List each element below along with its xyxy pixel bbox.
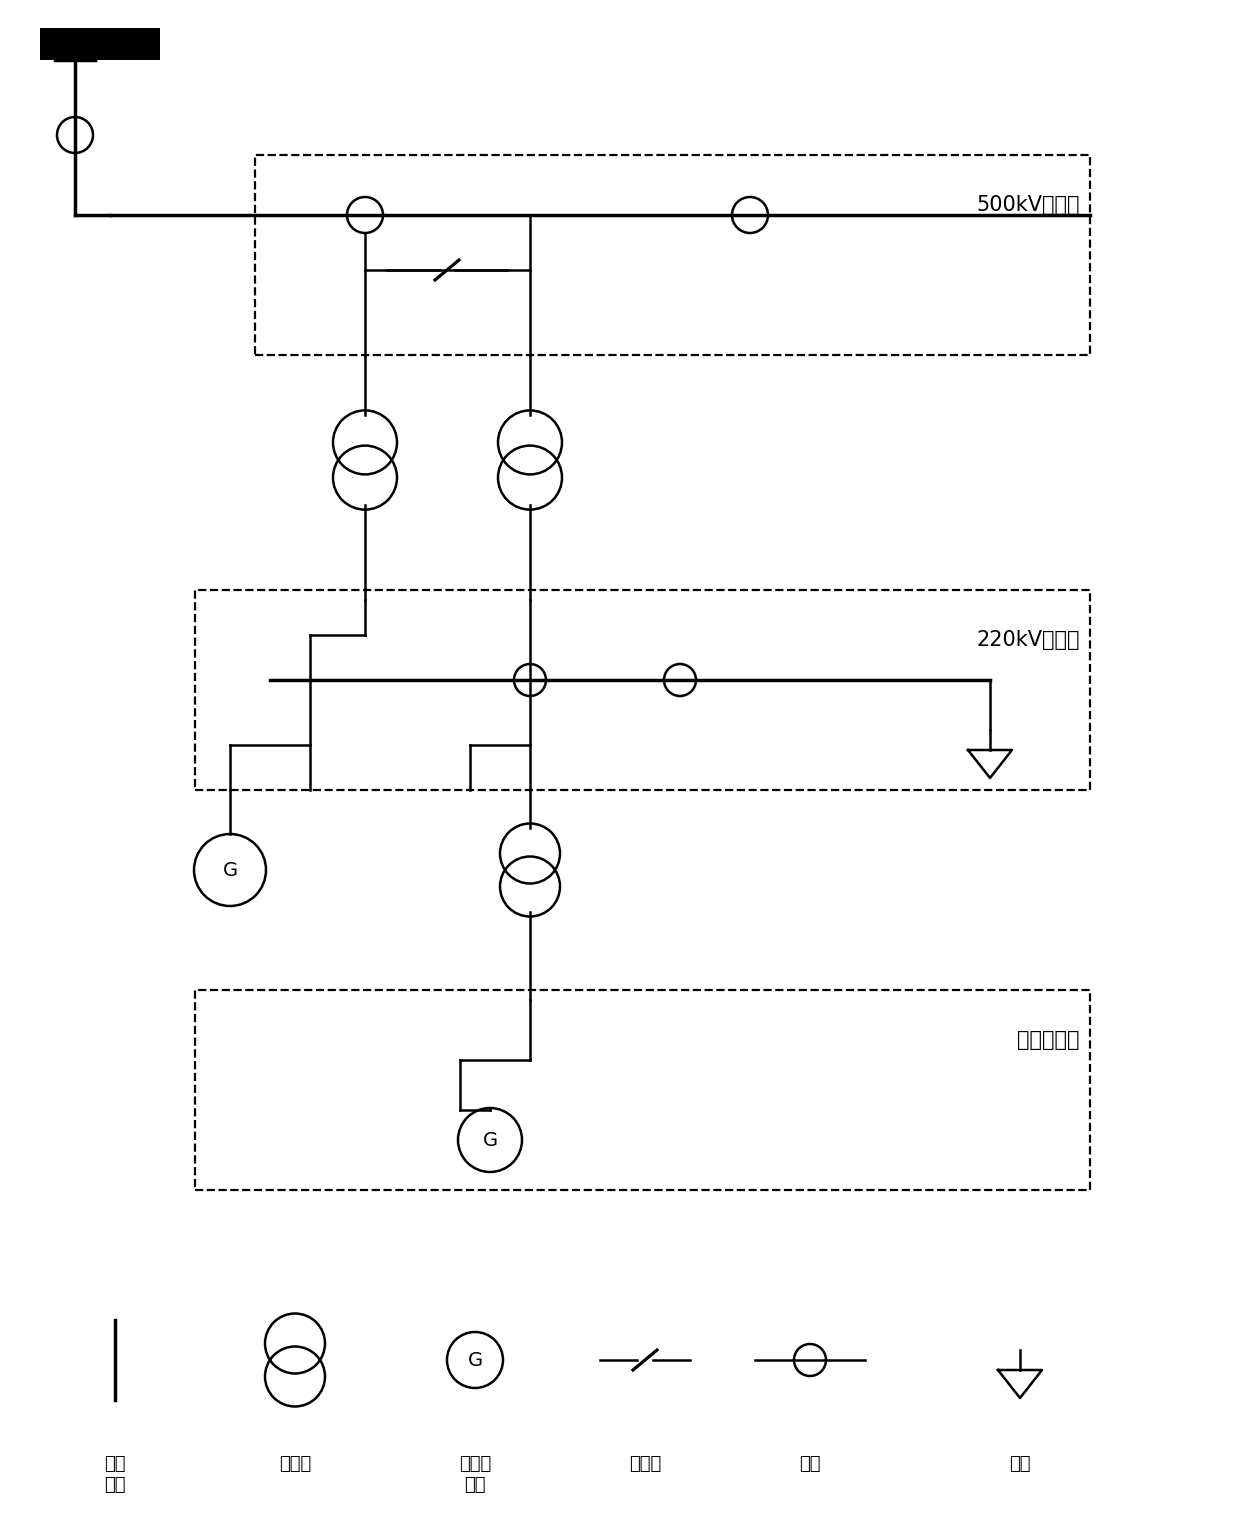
- Text: 变压器: 变压器: [279, 1456, 311, 1472]
- Bar: [40, 28, 160, 60]
- Text: 220kV拓扑层: 220kV拓扑层: [977, 630, 1080, 650]
- Text: 发电机
节点: 发电机 节点: [459, 1456, 491, 1494]
- Text: G: G: [222, 861, 238, 879]
- Text: 断路器: 断路器: [629, 1456, 661, 1472]
- Text: 线路: 线路: [800, 1456, 821, 1472]
- Text: 母线
节点: 母线 节点: [104, 1456, 125, 1494]
- Text: 负荷: 负荷: [1009, 1456, 1030, 1472]
- Bar: [195, 990, 1090, 1190]
- Text: 500kV拓扑层: 500kV拓扑层: [977, 195, 1080, 215]
- Text: G: G: [482, 1131, 497, 1150]
- Text: 低压拓扑层: 低压拓扑层: [1018, 1030, 1080, 1050]
- Bar: [195, 590, 1090, 790]
- Bar: [255, 155, 1090, 355]
- Text: G: G: [467, 1351, 482, 1369]
